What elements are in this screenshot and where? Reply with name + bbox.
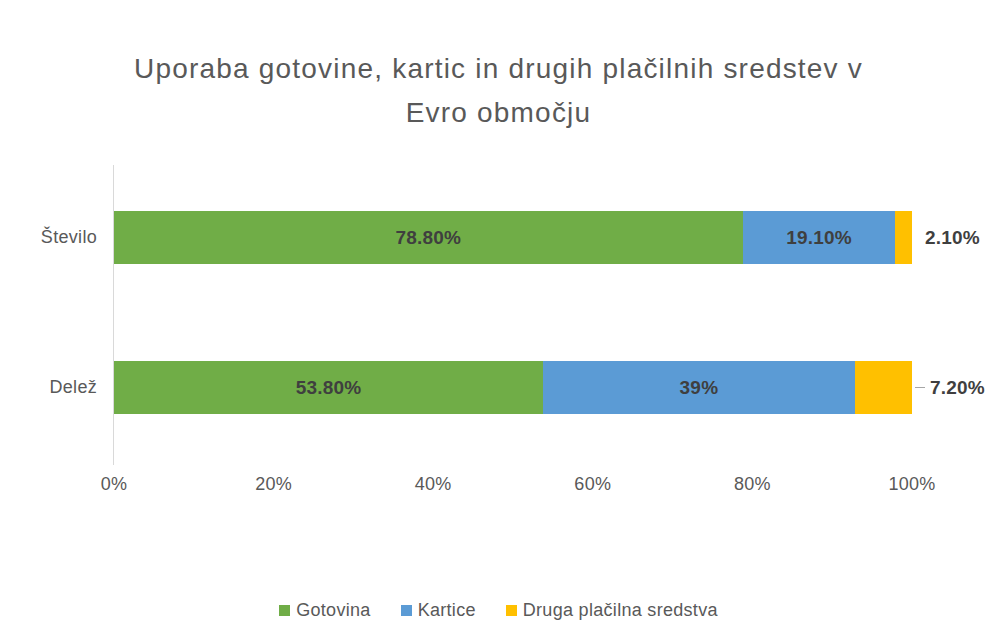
legend-item: Kartice: [401, 600, 476, 621]
legend-label: Gotovina: [296, 600, 370, 621]
legend: Gotovina Kartice Druga plačilna sredstva: [0, 600, 997, 621]
outside-data-label: 2.10%: [915, 211, 980, 264]
bar-row: 78.80%19.10%2.10%: [114, 211, 912, 264]
bar-segment: [895, 211, 912, 264]
data-label: 39%: [680, 377, 719, 399]
chart-title-line-1: Uporaba gotovine, kartic in drugih plači…: [0, 47, 997, 91]
x-tick-label: 100%: [888, 474, 935, 495]
y-axis-line: [113, 165, 114, 465]
x-tick-label: 80%: [734, 474, 771, 495]
x-tick-label: 0%: [101, 474, 128, 495]
bar-segment: 53.80%: [114, 361, 543, 414]
x-tick-label: 20%: [255, 474, 292, 495]
data-label: 53.80%: [296, 377, 362, 399]
chart-title-line-2: Evro območju: [0, 91, 997, 135]
legend-swatch: [279, 605, 290, 616]
legend-item: Druga plačilna sredstva: [506, 600, 718, 621]
bar-segment: [855, 361, 912, 414]
data-label: 7.20%: [930, 377, 985, 399]
bar-segment: 39%: [543, 361, 854, 414]
data-label: 19.10%: [786, 227, 852, 249]
category-label: Število: [41, 211, 97, 264]
chart: Uporaba gotovine, kartic in drugih plači…: [0, 0, 997, 643]
bar-segment: 19.10%: [743, 211, 895, 264]
category-label: Delež: [49, 361, 97, 414]
legend-swatch: [401, 605, 412, 616]
bar-row: 53.80%39%7.20%: [114, 361, 912, 414]
x-tick-label: 40%: [415, 474, 452, 495]
legend-label: Kartice: [418, 600, 476, 621]
data-label: 78.80%: [396, 227, 462, 249]
legend-label: Druga plačilna sredstva: [523, 600, 718, 621]
data-label: 2.10%: [925, 227, 980, 249]
chart-title: Uporaba gotovine, kartic in drugih plači…: [0, 47, 997, 135]
outside-data-label: 7.20%: [915, 361, 985, 414]
leader-line: [915, 387, 925, 388]
legend-swatch: [506, 605, 517, 616]
legend-item: Gotovina: [279, 600, 370, 621]
bar-segment: 78.80%: [114, 211, 743, 264]
x-tick-label: 60%: [574, 474, 611, 495]
